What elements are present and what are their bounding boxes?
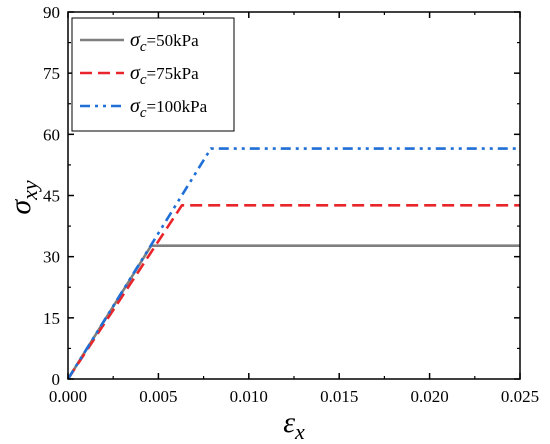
y-axis-title-subscript: xy <box>17 180 42 201</box>
x-tick-label: 0.005 <box>139 387 177 406</box>
legend-box <box>71 17 235 132</box>
legend-subscript: c <box>140 72 147 88</box>
series-line-1 <box>66 244 520 380</box>
x-axis-title-subscript: x <box>294 419 305 444</box>
series-line-3 <box>66 147 520 380</box>
x-axis-title: εx <box>283 406 305 444</box>
legend-symbol: σ <box>130 62 141 84</box>
legend-label-2: σc=75kPa <box>130 62 199 88</box>
legend-subscript: c <box>140 105 147 121</box>
x-tick-label: 0.010 <box>230 387 268 406</box>
x-axis-title-symbol: ε <box>283 406 295 439</box>
x-axis: 0.000 0.005 0.010 0.015 0.020 0.025 <box>49 12 539 406</box>
y-tick-label: 45 <box>43 187 60 206</box>
series-layer <box>66 147 520 380</box>
x-tick-label: 0.015 <box>320 387 358 406</box>
y-tick-label: 60 <box>43 125 60 144</box>
legend-value: =75kPa <box>147 64 200 83</box>
legend-symbol: σ <box>130 95 141 117</box>
x-tick-label: 0.000 <box>49 387 87 406</box>
y-tick-label: 0 <box>52 370 61 389</box>
legend-subscript: c <box>140 39 147 55</box>
legend-value: =100kPa <box>147 97 208 116</box>
y-tick-label: 90 <box>43 3 60 22</box>
legend-label-1: σc=50kPa <box>130 29 199 55</box>
y-axis: 0 15 30 45 60 75 90 <box>43 3 520 389</box>
series-line-2 <box>66 203 520 380</box>
y-axis-title: σxy <box>4 180 42 215</box>
legend-symbol: σ <box>130 29 141 51</box>
legend-label-3: σc=100kPa <box>130 95 208 121</box>
y-tick-label: 30 <box>43 248 60 267</box>
legend-value: =50kPa <box>147 31 200 50</box>
y-tick-label: 15 <box>43 309 60 328</box>
y-tick-label: 75 <box>43 64 60 83</box>
x-tick-label: 0.025 <box>501 387 539 406</box>
y-axis-title-symbol: σ <box>4 199 37 215</box>
x-tick-label: 0.020 <box>410 387 448 406</box>
